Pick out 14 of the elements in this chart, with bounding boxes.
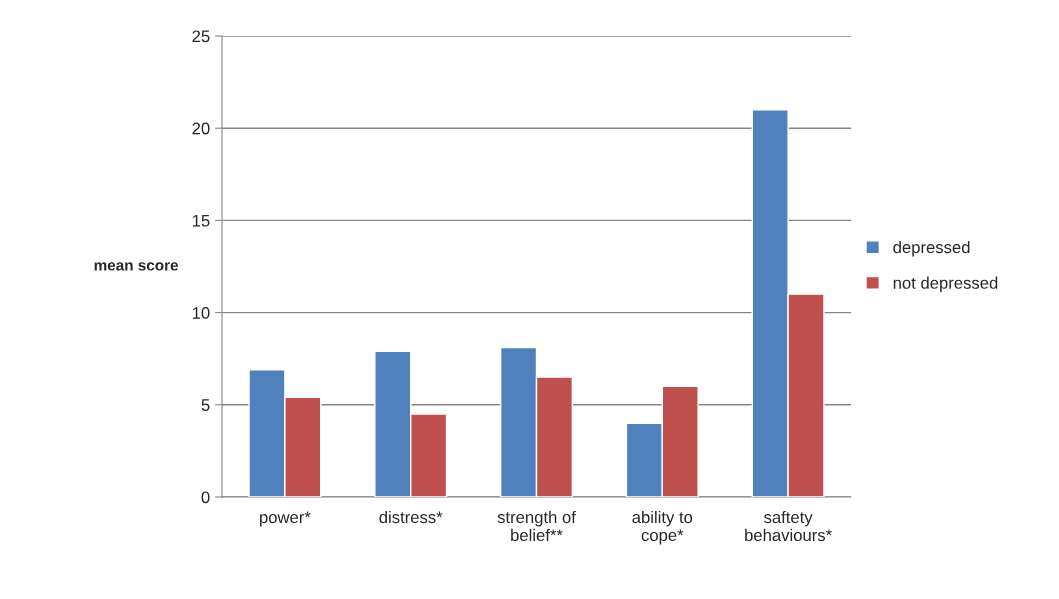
legend-label: not depressed [893,276,998,293]
x-tick-label: distress* [379,510,443,524]
legend-label: depressed [893,240,970,257]
y-tick-label: 0 [201,491,210,504]
y-tick-label: 10 [192,307,210,319]
x-tick-label: saftety behaviours* [745,510,832,542]
x-tick-label: strength of belief** [497,510,576,542]
y-tick-label: 20 [192,122,210,135]
x-tick-label: ability to cope* [632,510,693,545]
y-axis-title: mean score [94,262,179,271]
y-tick-label: 15 [192,214,210,227]
y-tick-label: 25 [192,30,210,43]
y-tick-label: 5 [201,399,210,411]
x-tick-label: power* [260,511,311,527]
